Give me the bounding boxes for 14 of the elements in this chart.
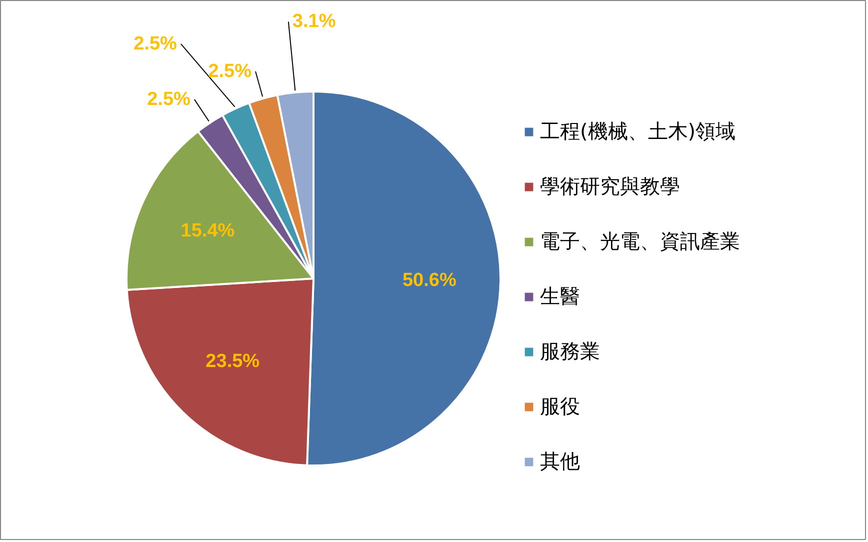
data-label: 2.5% <box>208 60 252 82</box>
data-label: 23.5% <box>206 351 260 372</box>
data-label: 50.6% <box>402 270 456 291</box>
legend-label: 服務業 <box>540 338 600 365</box>
data-label: 2.5% <box>134 33 178 54</box>
data-label: 2.5% <box>147 88 191 110</box>
data-label: 15.4% <box>180 220 235 242</box>
legend-label: 服役 <box>540 393 580 420</box>
legend-label: 電子、光電、資訊產業 <box>540 228 740 255</box>
legend-label: 其他 <box>540 448 580 475</box>
legend-label: 工程(機械、土木)領域 <box>540 118 736 145</box>
legend-label: 生醫 <box>540 283 580 310</box>
legend-label: 學術研究與教學 <box>540 173 680 200</box>
data-label: 3.1% <box>292 11 336 32</box>
